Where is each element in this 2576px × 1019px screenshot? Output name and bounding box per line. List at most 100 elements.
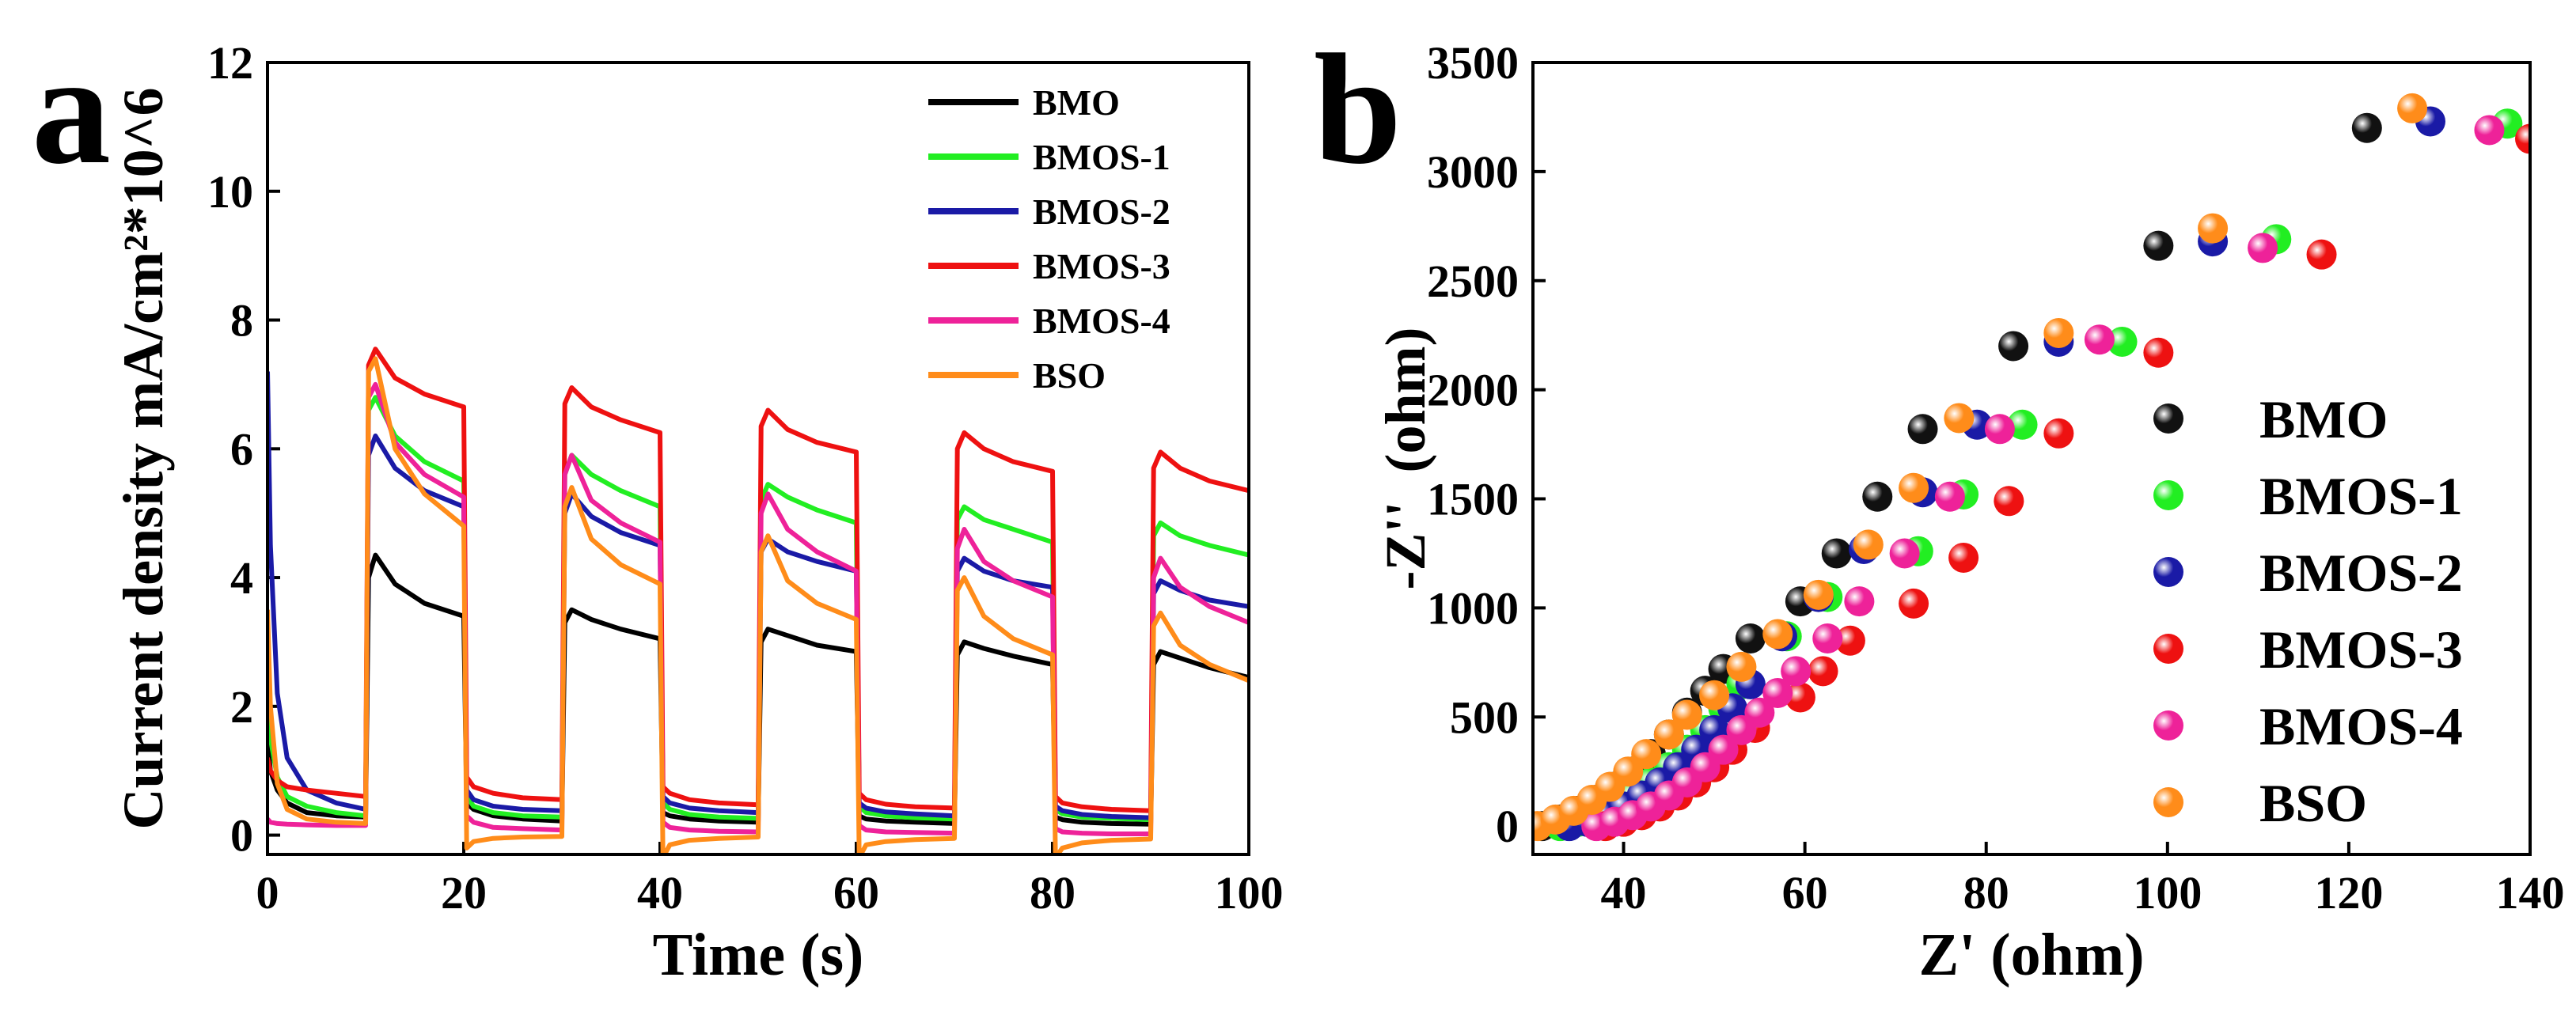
legend-label: BMOS-2: [1033, 191, 1170, 232]
y-tick-label: 4: [230, 552, 253, 604]
data-point: [2084, 324, 2115, 355]
y-tick-label: 3000: [1427, 146, 1519, 198]
data-point: [1735, 623, 1766, 653]
x-tick-label: 20: [441, 867, 487, 919]
legend-swatch: [2153, 403, 2183, 434]
series-line: [267, 356, 1249, 854]
y-axis-label: Current density mA/cm²*10^6: [112, 87, 175, 829]
legend-label: BMOS-3: [2259, 619, 2463, 680]
legend-swatch: [2153, 710, 2183, 741]
data-point: [1899, 588, 1929, 619]
panel-label: b: [1314, 22, 1402, 197]
y-tick-label: 2000: [1427, 365, 1519, 416]
data-point: [1671, 699, 1702, 730]
data-point: [1785, 682, 1815, 713]
legend-swatch: [2153, 557, 2183, 587]
data-point: [2474, 115, 2505, 146]
series-line: [267, 371, 1249, 820]
data-point: [2007, 409, 2038, 440]
data-point: [1803, 579, 1834, 610]
axes-frame: [1531, 61, 2532, 856]
legend-label: BMO: [2259, 389, 2388, 449]
x-tick-label: 0: [256, 867, 279, 919]
y-tick-label: 1000: [1427, 582, 1519, 634]
data-point: [1762, 619, 1793, 650]
legend-label: BMO: [1033, 82, 1120, 123]
x-axis-label: Time (s): [653, 922, 864, 988]
data-point: [1762, 677, 1793, 708]
y-tick-label: 0: [1496, 801, 1519, 852]
x-tick-label: 120: [2314, 867, 2383, 919]
data-point: [1699, 680, 1730, 710]
series-line: [267, 552, 1249, 827]
y-tick-label: 500: [1450, 691, 1519, 743]
y-axis-label: -Z'' (ohm): [1374, 328, 1437, 590]
axes-frame: [266, 61, 1250, 856]
legend-label: BSO: [2259, 773, 2367, 833]
legend-swatch: [2153, 634, 2183, 664]
data-point: [1781, 656, 1812, 687]
data-point: [1808, 656, 1838, 687]
data-point: [1948, 542, 1979, 573]
data-point: [1934, 481, 1965, 512]
y-tick-label: 2500: [1427, 256, 1519, 307]
legend-label: BMOS-4: [2259, 696, 2463, 756]
data-point: [1631, 739, 1662, 770]
data-point: [1899, 472, 1929, 503]
x-tick-label: 80: [1963, 867, 2009, 919]
data-point: [1844, 586, 1875, 617]
x-tick-label: 40: [1601, 867, 1647, 919]
y-tick-label: 10: [207, 166, 253, 218]
data-point: [1744, 697, 1775, 728]
legend-label: BSO: [1033, 355, 1106, 396]
data-point: [1653, 719, 1684, 750]
data-point: [1812, 623, 1843, 653]
y-tick-label: 6: [230, 423, 253, 475]
legend-label: BMOS-1: [1033, 137, 1170, 177]
x-tick-label: 80: [1030, 867, 1076, 919]
data-point: [1998, 331, 2029, 362]
data-point: [2043, 418, 2074, 449]
y-tick-label: 3500: [1427, 37, 1519, 89]
data-point: [2306, 239, 2337, 270]
y-tick-label: 0: [230, 810, 253, 862]
x-tick-label: 100: [1215, 867, 1284, 919]
y-tick-label: 12: [207, 37, 253, 89]
data-point: [1862, 481, 1893, 512]
data-point: [1984, 414, 2015, 445]
x-axis-label: Z' (ohm): [1919, 922, 2145, 988]
data-point: [2397, 93, 2428, 123]
data-point: [1853, 529, 1884, 560]
data-point: [2143, 337, 2174, 368]
y-tick-label: 8: [230, 295, 253, 347]
panel-label: a: [32, 22, 111, 197]
series-line: [267, 347, 1249, 813]
x-tick-label: 60: [833, 867, 879, 919]
legend-swatch: [2153, 480, 2183, 510]
x-tick-label: 140: [2496, 867, 2565, 919]
data-point: [1994, 486, 2024, 517]
y-tick-label: 2: [230, 681, 253, 733]
legend-label: BMOS-1: [2259, 466, 2463, 526]
data-point: [2043, 317, 2074, 348]
plot-area: [1533, 93, 2530, 842]
legend-label: BMOS-2: [2259, 543, 2463, 603]
legend-label: BMOS-3: [1033, 246, 1170, 286]
legend-label: BMOS-4: [1033, 301, 1170, 341]
plot-area: [267, 347, 1249, 854]
data-point: [1726, 651, 1757, 682]
x-tick-label: 100: [2133, 867, 2202, 919]
data-point: [2107, 326, 2138, 357]
data-point: [1708, 734, 1739, 765]
y-tick-label: 1500: [1427, 474, 1519, 525]
data-point: [1907, 414, 1938, 445]
data-point: [1821, 538, 1852, 569]
data-point: [2515, 123, 2530, 154]
data-point: [1944, 403, 1975, 434]
data-point: [2248, 233, 2278, 263]
data-point: [1834, 625, 1865, 656]
x-tick-label: 40: [637, 867, 683, 919]
data-point: [2198, 213, 2229, 244]
